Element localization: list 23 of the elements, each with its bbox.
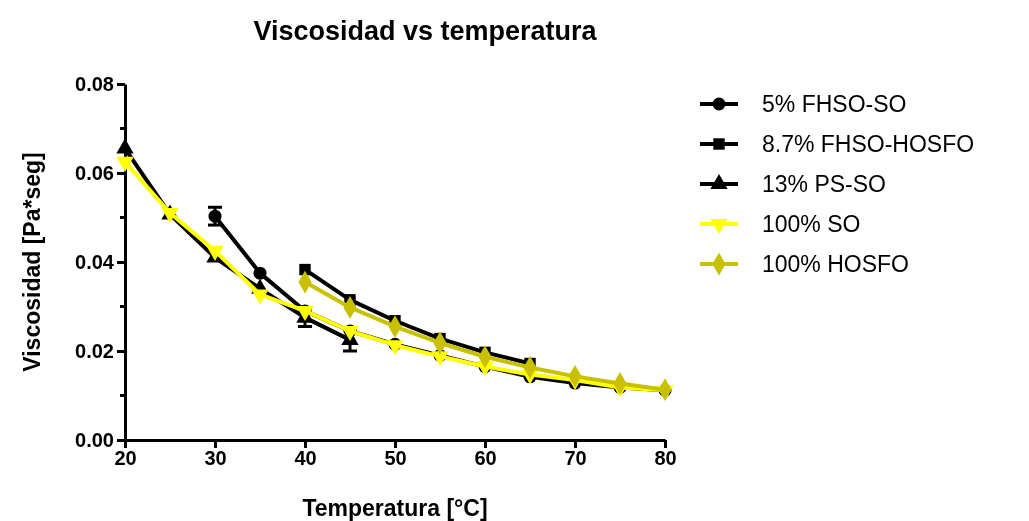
y-tick-label: 0.06 xyxy=(75,161,114,184)
x-tick-label: 40 xyxy=(294,447,317,470)
x-tick-label: 20 xyxy=(114,447,137,470)
legend-label: 100% HOSFO xyxy=(762,251,909,277)
legend-label: 13% PS-SO xyxy=(762,171,886,197)
x-tick-label: 70 xyxy=(564,447,587,470)
point xyxy=(299,263,311,276)
point xyxy=(253,266,267,280)
legend-label: 100% SO xyxy=(762,211,861,237)
y-tick-label: 0.04 xyxy=(75,250,115,273)
y-tick-label: 0.02 xyxy=(75,339,114,362)
legend-label: 8.7% FHSO-HOSFO xyxy=(762,131,975,157)
x-tick-label: 50 xyxy=(384,447,407,470)
chart-title: Viscosidad vs temperatura xyxy=(253,16,598,46)
x-tick-label: 60 xyxy=(474,447,497,470)
x-tick-label: 80 xyxy=(654,447,677,470)
x-axis-title: Temperatura [°C] xyxy=(302,495,488,521)
y-tick-label: 0.00 xyxy=(75,428,114,451)
legend-label: 5% FHSO-SO xyxy=(762,91,907,117)
y-tick-label: 0.08 xyxy=(75,72,114,95)
y-axis-title: Viscosidad [Pa*seg] xyxy=(19,152,45,372)
point xyxy=(208,209,222,223)
x-tick-label: 30 xyxy=(204,447,227,470)
